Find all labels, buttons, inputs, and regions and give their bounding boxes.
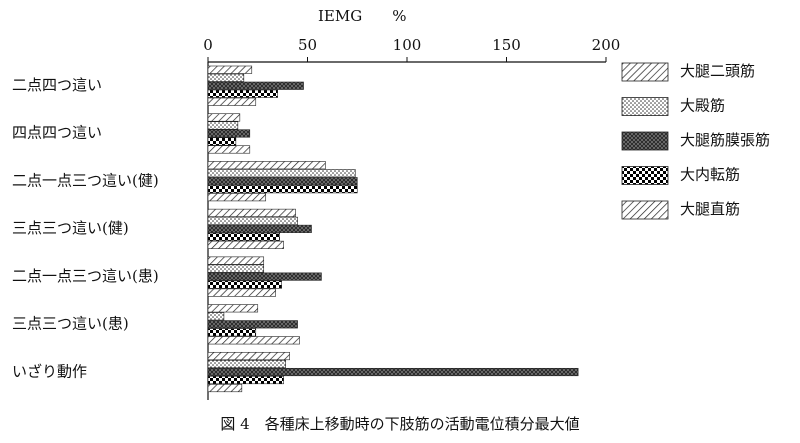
bar bbox=[207, 264, 265, 273]
bar bbox=[207, 336, 300, 345]
bar bbox=[207, 121, 239, 130]
legend-label: 大腿直筋 bbox=[680, 200, 740, 218]
bar bbox=[207, 288, 276, 297]
bar bbox=[207, 208, 296, 217]
x-axis-label: IEMG % bbox=[318, 7, 406, 25]
bar bbox=[207, 169, 356, 178]
bar bbox=[207, 240, 284, 249]
bar bbox=[207, 216, 298, 225]
bar bbox=[207, 304, 259, 313]
bar bbox=[207, 224, 312, 233]
legend-label: 大腿筋膜張筋 bbox=[680, 131, 770, 149]
bar bbox=[207, 185, 358, 194]
bar bbox=[207, 113, 241, 122]
bar bbox=[207, 359, 286, 369]
legend-swatch bbox=[621, 131, 669, 151]
x-tick-label: 200 bbox=[592, 36, 621, 54]
bar bbox=[207, 351, 290, 361]
y-tick-label: いざり動作 bbox=[12, 362, 87, 380]
bar bbox=[207, 137, 237, 146]
legend-label: 大腿二頭筋 bbox=[680, 62, 755, 80]
bar bbox=[207, 145, 251, 154]
bar bbox=[207, 320, 298, 329]
legend-label: 大殿筋 bbox=[680, 97, 725, 115]
bar bbox=[207, 256, 265, 265]
bar bbox=[207, 272, 322, 281]
bar bbox=[207, 129, 251, 138]
bar bbox=[207, 177, 358, 186]
bar bbox=[207, 193, 267, 202]
bar bbox=[207, 161, 326, 170]
bar bbox=[207, 375, 284, 385]
x-tick-label: 0 bbox=[203, 36, 213, 54]
legend-swatch bbox=[621, 200, 669, 220]
bar bbox=[207, 312, 225, 321]
x-tick-label: 50 bbox=[298, 36, 317, 54]
x-tick-label: 150 bbox=[492, 36, 521, 54]
y-tick-label: 二点一点三つ這い(健) bbox=[12, 171, 159, 189]
bar bbox=[207, 73, 245, 82]
y-tick-label: 二点四つ這い bbox=[12, 76, 102, 94]
bar bbox=[207, 367, 579, 377]
y-tick-label: 三点三つ這い(患) bbox=[12, 315, 129, 333]
bar bbox=[207, 383, 243, 393]
y-tick-label: 三点三つ這い(健) bbox=[12, 219, 129, 237]
bar bbox=[207, 81, 304, 90]
legend-swatch bbox=[621, 62, 669, 82]
bar bbox=[207, 65, 253, 74]
bar bbox=[207, 89, 278, 98]
bar bbox=[207, 97, 257, 106]
legend-swatch bbox=[621, 166, 669, 185]
caption: 図 4 各種床上移動時の下肢筋の活動電位積分最大値 bbox=[220, 415, 579, 433]
y-tick-label: 四点四つ這い bbox=[12, 124, 102, 142]
legend-swatch bbox=[621, 97, 669, 116]
legend-label: 大内転筋 bbox=[680, 166, 740, 184]
bar bbox=[207, 328, 257, 337]
bar bbox=[207, 232, 280, 241]
y-tick-label: 二点一点三つ這い(患) bbox=[12, 267, 159, 285]
x-tick-label: 100 bbox=[393, 36, 422, 54]
bar bbox=[207, 280, 282, 289]
